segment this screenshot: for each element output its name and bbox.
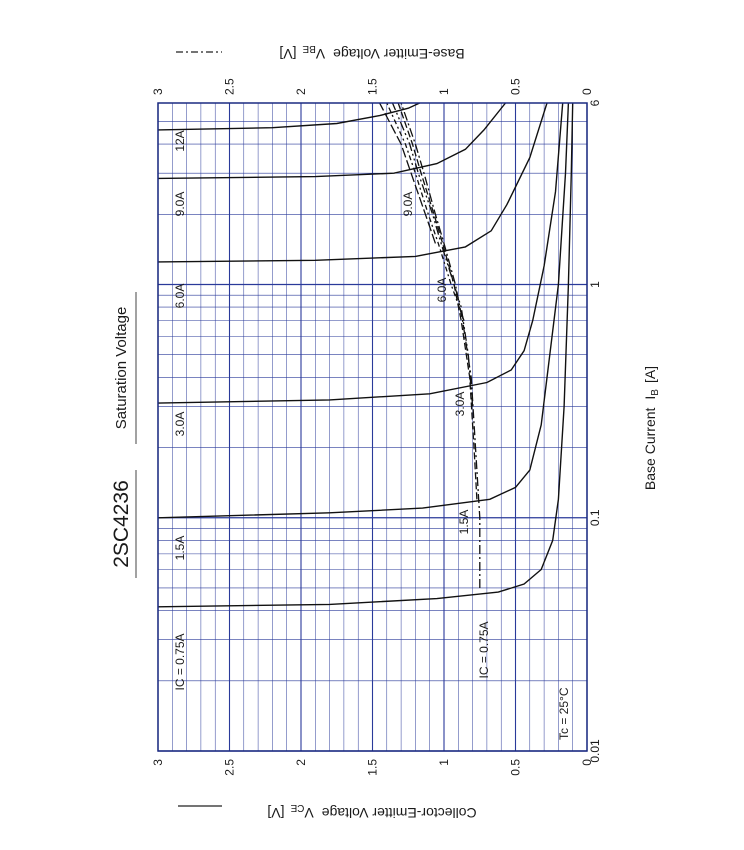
vce-curve-0-75A [157,102,574,608]
x-tick-label: 1 [588,281,602,288]
vbe-tick-label: 0 [580,88,594,95]
x-axis-title: Base CurrentIB[A] [642,366,661,490]
x-tick-label: 0.01 [588,739,602,763]
vce-tick-label: 1 [437,759,451,766]
svg-text:Base-Emitter VoltageVBE[V]: Base-Emitter VoltageVBE[V] [279,43,464,62]
vbe-curve-label: 6.0A [435,278,449,303]
curve-labels: IC = 0.75A 1.5A 3.0A 6.0A 9.0A 12A IC = 0.75A 1… [173,130,491,690]
vce-curve-9-0A [157,102,507,180]
vbe-curve-label: IC = 0.75A [477,621,491,678]
vbe-tick-label: 3 [151,88,165,95]
vbe-tick-label: 1.5 [366,78,380,95]
vce-tick-label: 3 [151,759,165,766]
vce-curve-12A [157,102,420,131]
plot-frame [157,102,588,752]
vce-curve-label: 12A [173,130,187,151]
vbe-curve-label: 1.5A [457,510,471,535]
x-tick-label: 6 [588,99,602,106]
vbe-curve-0-75A [400,102,481,588]
vce-curve-3-0A [157,102,564,404]
svg-text:Base CurrentIB[A]: Base CurrentIB[A] [642,366,661,490]
tick-labels: 0.01 0.1 1 6 0 0 0.5 0.5 1 1 1.5 1.5 2 2 2.5 2.5 3 3 [151,78,602,776]
vce-curve-1-5A [157,102,570,519]
x-tick-label: 0.1 [588,509,602,526]
vce-tick-label: 0 [580,759,594,766]
vbe-tick-label: 0.5 [509,78,523,95]
vbe-tick-label: 2 [294,88,308,95]
chart-title: 2SC4236 [110,480,133,568]
vce-curve-label: 9.0A [173,192,187,217]
vce-curve-label: IC = 0.75A [173,633,187,690]
vbe-tick-label: 1 [437,88,451,95]
vce-curve-label: 3.0A [173,412,187,437]
grid [157,102,588,752]
vbe-tick-label: 2.5 [223,78,237,95]
vce-curve-label: 1.5A [173,536,187,561]
y-left-axis-title: Collector-Emitter VoltageVCE[V] [267,802,476,821]
curves [157,102,574,608]
vce-tick-label: 1.5 [366,759,380,776]
vbe-curve-9-0A [379,102,437,244]
temperature-condition: Tc = 25°C [557,687,571,740]
vce-curve-label: 6.0A [173,284,187,309]
vbe-curve-label: 3.0A [453,392,467,417]
vce-tick-label: 0.5 [509,759,523,776]
y-right-axis-title: Base-Emitter VoltageVBE[V] [279,43,464,62]
svg-text:Collector-Emitter VoltageVCE[V: Collector-Emitter VoltageVCE[V] [267,802,476,821]
chart-subtitle: Saturation Voltage [113,307,130,430]
vce-curve-6-0A [157,102,548,263]
vce-tick-label: 2.5 [223,759,237,776]
vbe-curve-3-0A [391,102,474,407]
vbe-curve-6-0A [386,102,465,321]
vbe-curve-label: 9.0A [401,192,415,217]
vce-tick-label: 2 [294,759,308,766]
